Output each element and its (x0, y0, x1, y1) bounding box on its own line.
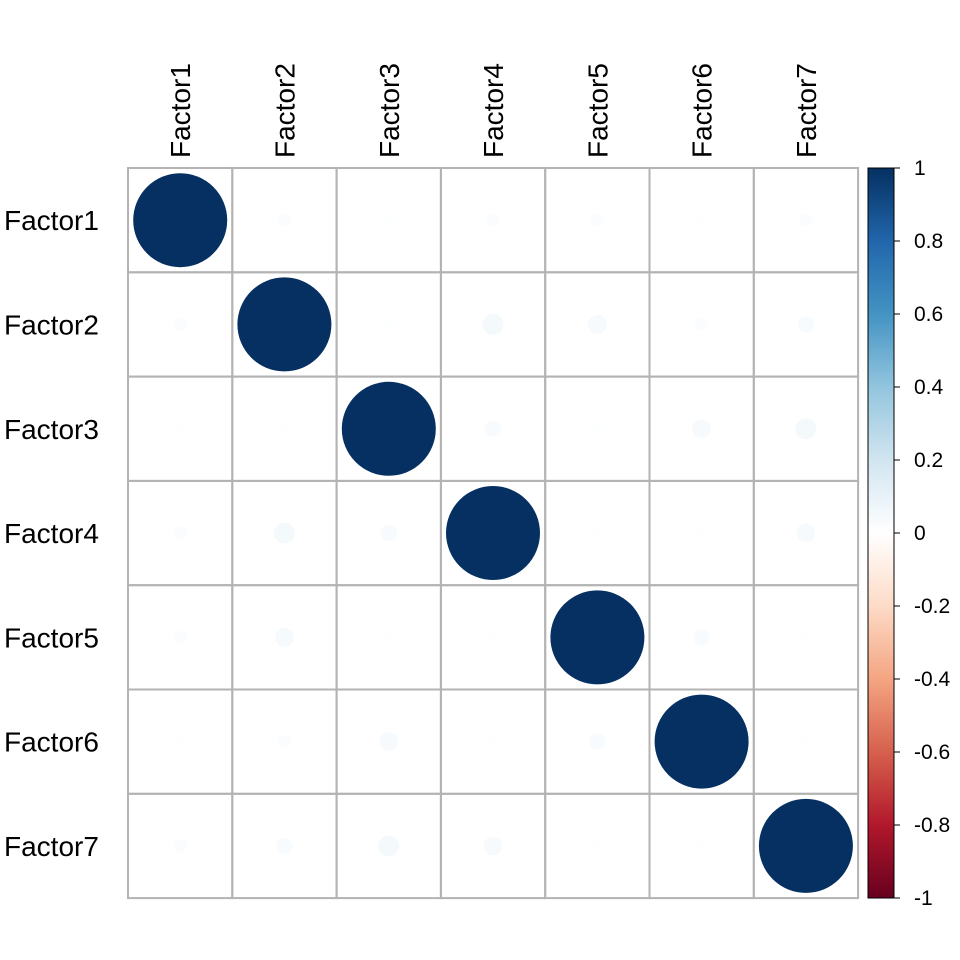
corr-circle-2-4 (482, 313, 504, 335)
corr-circle-2-6 (695, 317, 709, 331)
cell-grid (127, 167, 860, 900)
corr-circle-5-4 (488, 632, 498, 643)
corr-circle-1-2 (277, 213, 291, 227)
colorbar-tick-label-2: 0.8 (914, 230, 943, 253)
corr-circle-5-2 (275, 628, 294, 647)
column-label-5: Factor5 (582, 63, 613, 158)
colorbar-tick-label-3: 0.6 (914, 303, 943, 326)
colorbar-tick-label-8: -0.4 (914, 668, 951, 691)
colorbar-tick-label-6: 0 (914, 522, 926, 545)
corr-circle-7-2 (276, 837, 293, 855)
corr-circle-4-4 (446, 486, 540, 580)
corr-circle-6-6 (654, 694, 749, 789)
colorbar-ticks: 1 0.8 0.6 0.4 0.2 0 -0.2 -0.4 -0.6 -0.8 -1 (894, 157, 951, 910)
corr-circle-4-6 (696, 528, 707, 538)
column-label-7: Factor7 (791, 63, 822, 158)
column-label-1: Factor1 (165, 63, 196, 158)
corr-circle-1-6 (696, 215, 707, 225)
colorbar-tick-label-7: -0.2 (914, 595, 950, 618)
corr-circle-4-3 (380, 524, 397, 542)
corr-circle-3-6 (692, 419, 711, 439)
column-label-4: Factor4 (478, 63, 509, 158)
corr-circle-5-5 (550, 590, 645, 685)
corr-circle-7-6 (696, 841, 707, 851)
corr-circle-5-7 (801, 632, 811, 643)
corr-circle-1-5 (590, 213, 605, 227)
corr-circle-6-4 (488, 736, 498, 747)
corr-circle-7-3 (378, 835, 400, 857)
corr-circle-4-7 (796, 523, 816, 543)
colorbar-tick-label-9: -0.6 (914, 741, 950, 764)
corr-circle-6-7 (801, 736, 811, 747)
row-label-2: Factor2 (4, 309, 99, 340)
corr-circle-7-7 (758, 798, 853, 893)
corr-circle-3-7 (795, 418, 817, 440)
cell-7-7 (752, 792, 860, 900)
row-label-6: Factor6 (4, 727, 99, 758)
colorbar-tick-label-10: -0.8 (914, 814, 950, 837)
corr-circle-2-5 (588, 315, 607, 334)
corr-circle-3-1 (175, 424, 185, 434)
row-label-3: Factor3 (4, 414, 99, 445)
corr-circle-2-3 (384, 319, 394, 330)
corr-circle-3-5 (592, 424, 603, 434)
colorbar-tick-label-11: -1 (914, 887, 933, 910)
correlation-circles (133, 173, 853, 893)
color-legend: 1 0.8 0.6 0.4 0.2 0 -0.2 -0.4 -0.6 -0.8 -1 (867, 157, 951, 910)
colorbar-tick-label-5: 0.2 (914, 449, 943, 472)
corr-circle-6-5 (589, 733, 606, 750)
corr-circle-4-2 (273, 522, 295, 544)
corr-circle-5-3 (384, 632, 394, 643)
colorbar-tick-label-1: 1 (914, 157, 926, 180)
corr-circle-3-3 (341, 381, 436, 476)
row-label-7: Factor7 (4, 831, 99, 862)
row-label-4: Factor4 (4, 518, 99, 549)
colorbar-tick-label-4: 0.4 (914, 376, 944, 399)
corr-circle-4-1 (173, 526, 187, 540)
corr-circle-5-1 (173, 630, 187, 645)
corr-circle-7-5 (592, 841, 603, 851)
corr-circle-2-2 (237, 277, 332, 372)
row-label-1: Factor1 (4, 205, 99, 236)
corr-circle-4-5 (592, 528, 603, 538)
colorbar-gradient (868, 168, 894, 898)
corr-circle-6-1 (175, 736, 185, 747)
corr-circle-5-6 (693, 629, 710, 646)
corr-circle-2-1 (173, 317, 187, 331)
row-labels: Factor1 Factor2 Factor3 Factor4 Factor5 Facto… (4, 205, 99, 862)
corr-circle-1-4 (486, 213, 500, 227)
corr-circle-7-1 (173, 839, 187, 853)
column-labels: Factor1 Factor2 Factor3 Factor4 Factor5 Facto… (165, 63, 822, 158)
corr-circle-1-3 (384, 215, 394, 225)
column-label-3: Factor3 (374, 63, 405, 158)
row-label-5: Factor5 (4, 622, 99, 653)
column-label-6: Factor6 (687, 63, 718, 158)
column-label-2: Factor2 (269, 63, 300, 158)
corr-circle-6-3 (379, 732, 399, 751)
corr-circle-2-7 (797, 316, 815, 333)
corr-circle-3-2 (279, 424, 290, 434)
corr-circle-1-7 (799, 213, 813, 227)
corr-circle-1-1 (133, 173, 228, 268)
corr-circle-3-4 (484, 420, 502, 437)
corr-circle-7-4 (483, 836, 503, 856)
corr-circle-6-2 (277, 735, 291, 749)
